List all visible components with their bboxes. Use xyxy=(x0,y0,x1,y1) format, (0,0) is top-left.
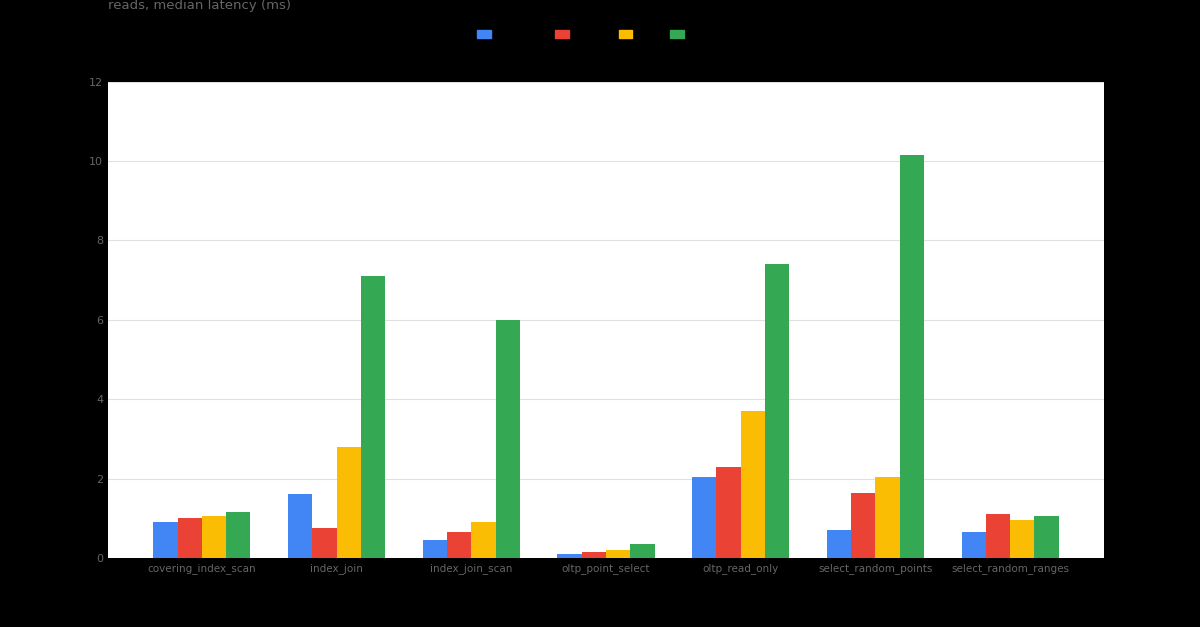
Bar xyxy=(312,528,336,558)
Bar xyxy=(827,530,851,558)
Bar xyxy=(740,411,764,558)
Bar xyxy=(472,522,496,558)
Bar xyxy=(1034,517,1058,558)
Bar xyxy=(630,544,654,558)
Legend: postgres, mysql, dolt, doltgres: postgres, mysql, dolt, doltgres xyxy=(473,25,739,45)
Bar xyxy=(851,493,876,558)
Bar xyxy=(876,477,900,558)
Bar xyxy=(202,517,226,558)
Text: reads, median latency (ms): reads, median latency (ms) xyxy=(108,0,292,13)
Bar xyxy=(178,519,202,558)
Bar xyxy=(716,466,740,558)
Bar xyxy=(764,264,790,558)
Bar xyxy=(422,540,448,558)
Bar xyxy=(448,532,472,558)
Bar xyxy=(582,552,606,558)
Bar xyxy=(961,532,986,558)
Bar xyxy=(361,276,385,558)
Bar xyxy=(288,495,312,558)
Bar xyxy=(496,320,520,558)
Bar xyxy=(986,514,1010,558)
Bar xyxy=(692,477,716,558)
Bar xyxy=(226,512,251,558)
Bar xyxy=(154,522,178,558)
Bar xyxy=(900,155,924,558)
Bar xyxy=(1010,520,1034,558)
Bar xyxy=(606,550,630,558)
Bar xyxy=(558,554,582,558)
Bar xyxy=(336,447,361,558)
